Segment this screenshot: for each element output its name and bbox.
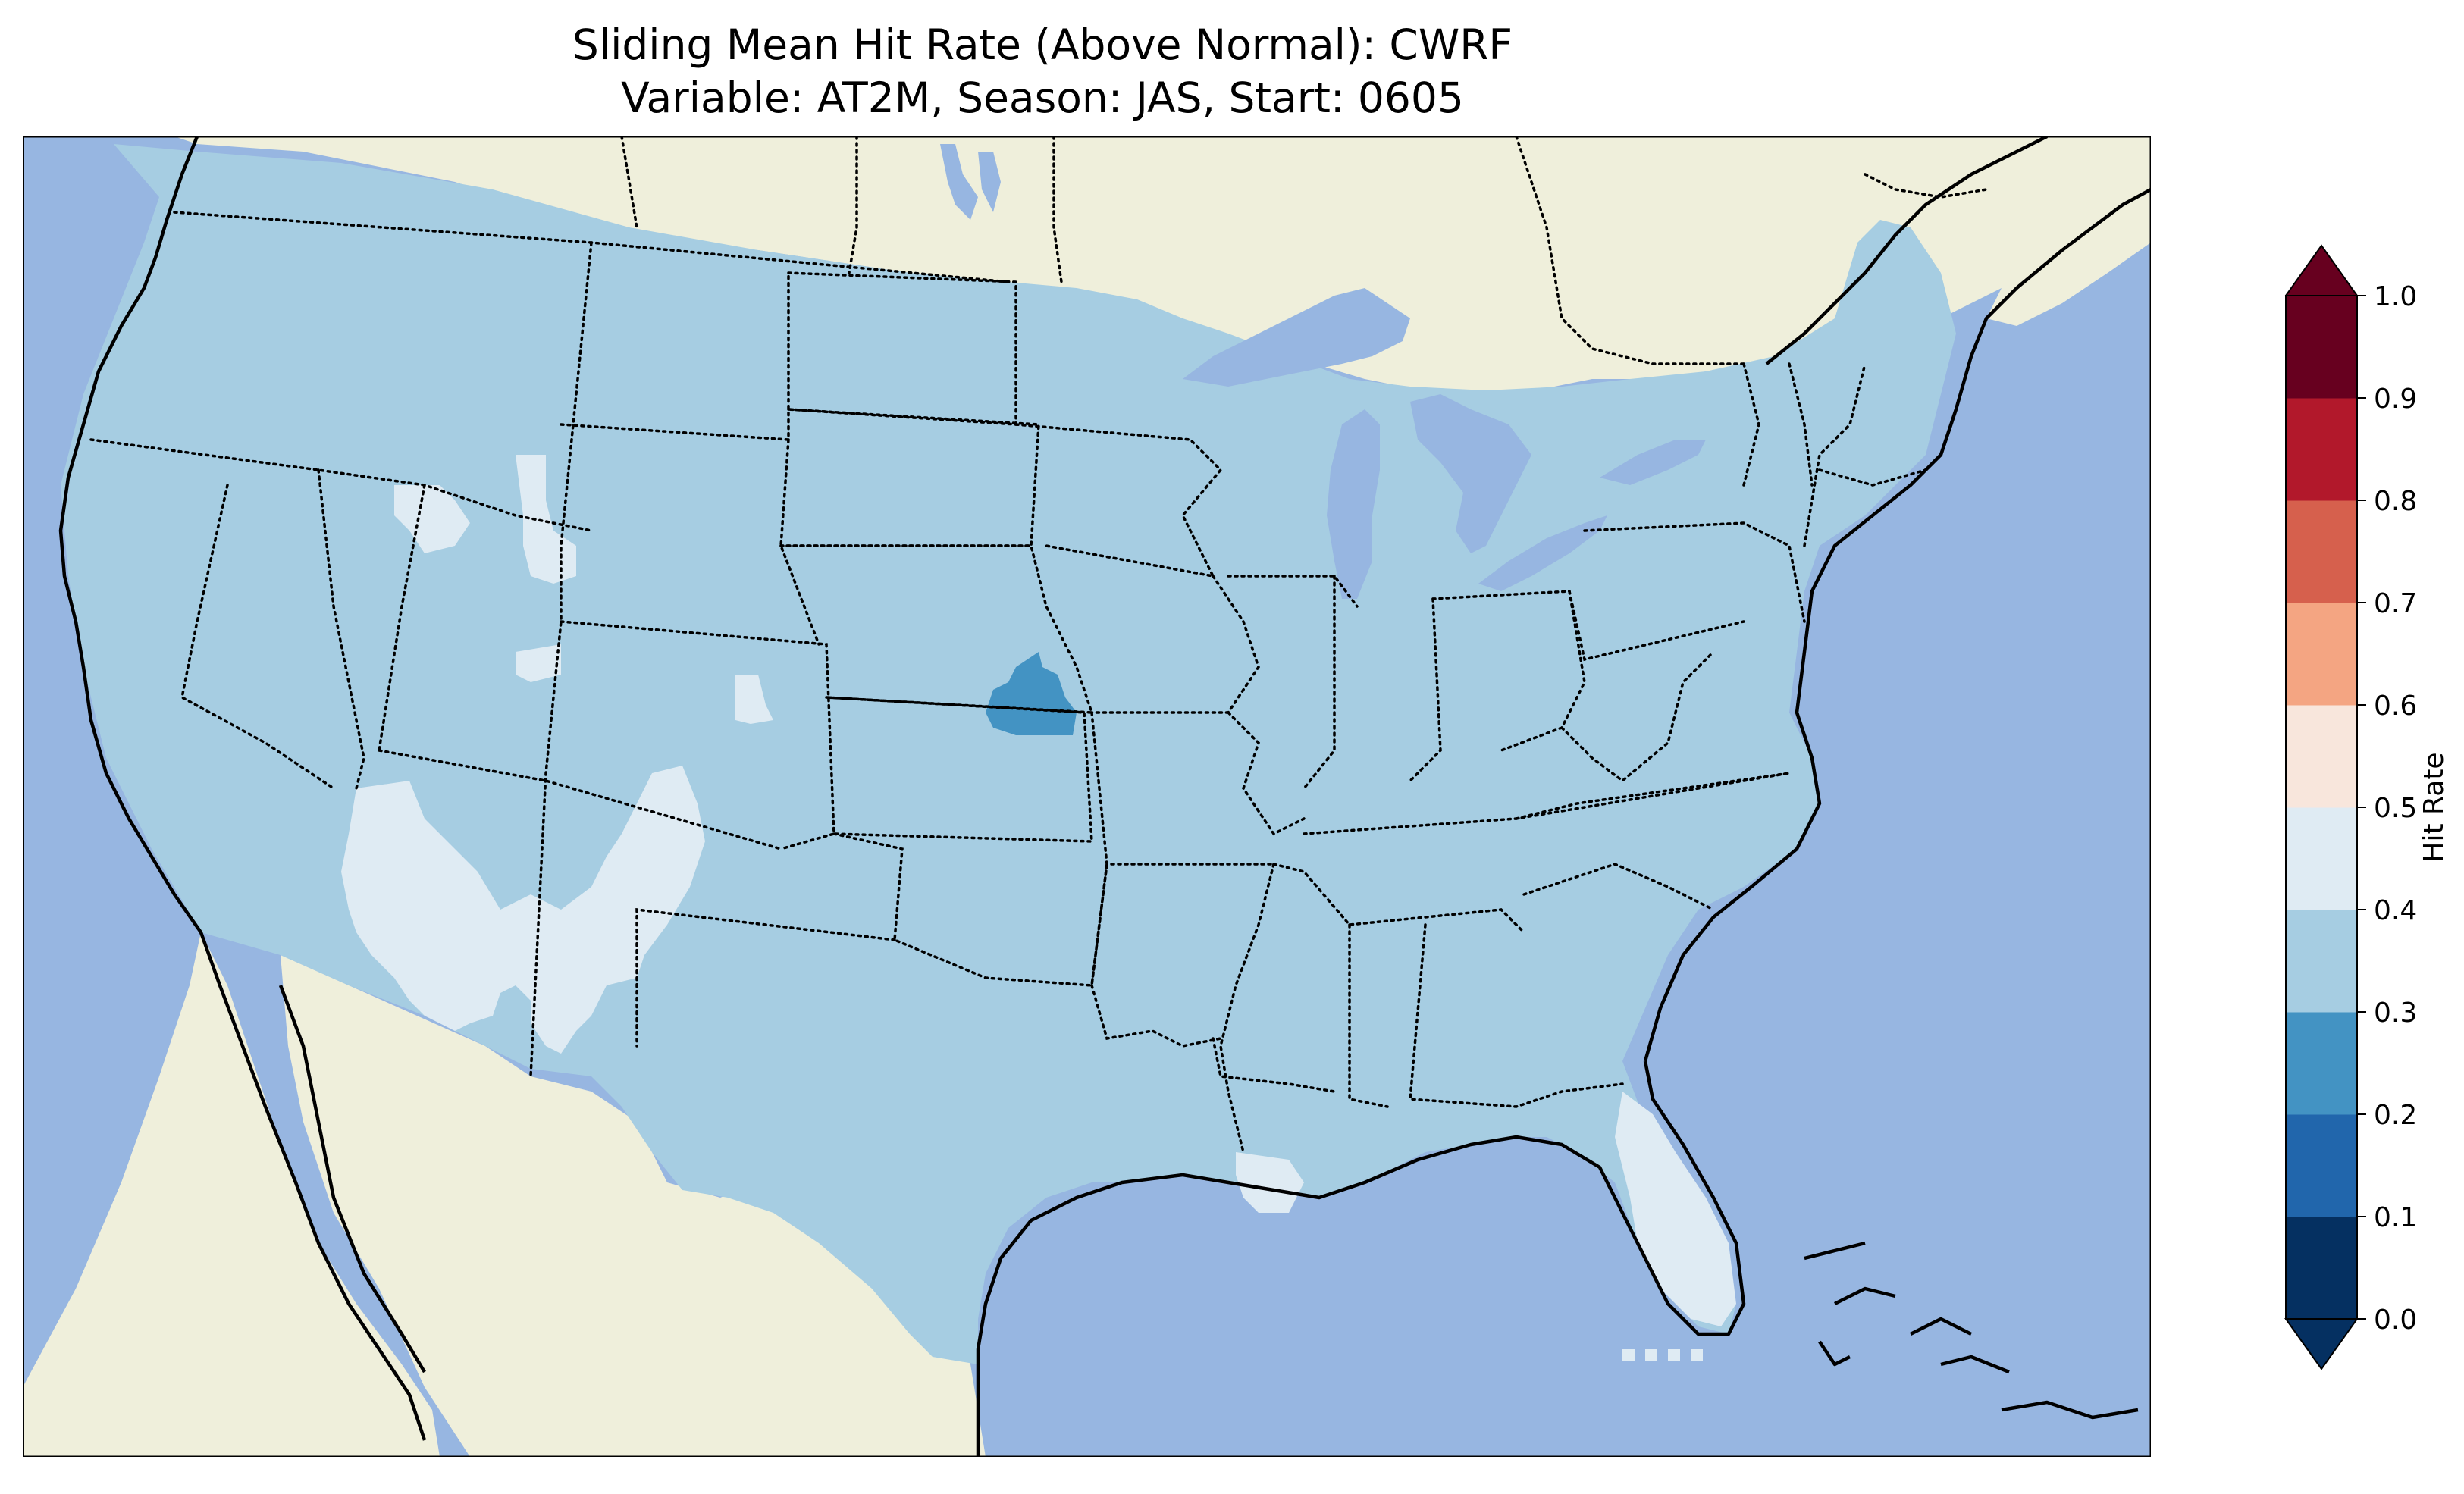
colorbar-over-triangle <box>2284 244 2359 296</box>
colorbar-bin-2 <box>2286 1012 2357 1115</box>
colorbar-ticks: 0.0 0.1 0.2 0.3 0.4 0.5 0.6 0.7 0.8 0.9 1.0 <box>2357 281 2417 1336</box>
maritime-land <box>1986 189 2151 326</box>
colorbar-tick-label: 0.7 <box>2374 588 2417 619</box>
coastline-west <box>58 136 202 934</box>
state-borders <box>89 136 1988 1154</box>
colorado-patch <box>735 675 773 724</box>
lake-winnipeg <box>940 144 978 220</box>
lake-manitoba <box>978 152 1001 212</box>
coastline-baja <box>199 932 427 1441</box>
lake-ontario <box>1600 440 1706 485</box>
colorbar-tick-label: 0.1 <box>2374 1202 2417 1233</box>
map-panel <box>23 136 2151 1457</box>
southwest-patch <box>341 766 705 1054</box>
colorbar-bin-3 <box>2286 910 2357 1013</box>
colorbar-bin-5 <box>2286 705 2357 808</box>
hit-rate-0.4-0.5-patches <box>341 455 1736 1361</box>
colorbar-tick-label: 0.3 <box>2374 998 2417 1029</box>
colorbar-tick-label: 0.8 <box>2374 486 2417 517</box>
florida-keys-dots <box>1622 1349 1703 1361</box>
lake-erie <box>1478 515 1607 591</box>
louisiana-patch <box>1236 1152 1304 1213</box>
colorbar-bin-8 <box>2286 398 2357 501</box>
colorbar-tick-label: 0.4 <box>2374 895 2417 926</box>
coastline-gulf <box>976 1060 1746 1457</box>
mexico-land <box>23 932 986 1457</box>
coastline-canada-st-lawrence <box>1765 136 2049 365</box>
colorbar-bins <box>2286 296 2357 1320</box>
colorbar-bin-7 <box>2286 500 2357 603</box>
title-line-1: Sliding Mean Hit Rate (Above Normal): CW… <box>572 20 1513 69</box>
colorbar-label: Hit Rate <box>2419 752 2450 862</box>
utah-central-patch <box>516 644 561 682</box>
colorbar-tick-label: 0.9 <box>2374 384 2417 415</box>
colorbar-bin-1 <box>2286 1114 2357 1217</box>
colorbar-bin-6 <box>2286 603 2357 706</box>
colorbar-bin-0 <box>2286 1217 2357 1320</box>
colorbar: 0.0 0.1 0.2 0.3 0.4 0.5 0.6 0.7 0.8 0.9 1.0 Hit Ra… <box>2284 244 2450 1370</box>
great-lakes <box>940 144 1706 599</box>
colorbar-tick-label: 1.0 <box>2374 281 2417 312</box>
canada-land <box>174 136 2151 394</box>
colorbar-tick-label: 0.5 <box>2374 793 2417 824</box>
hit-rate-0.2-0.3-patch-kansas <box>986 652 1077 735</box>
florida-patch <box>1615 1092 1736 1326</box>
colorbar-tick-label: 0.6 <box>2374 691 2417 722</box>
coastline-caribbean <box>1804 1241 2139 1420</box>
colorbar-tick-label: 0.0 <box>2374 1305 2417 1336</box>
lake-huron <box>1410 394 1531 553</box>
lake-superior <box>1183 288 1410 387</box>
title-line-2: Variable: AT2M, Season: JAS, Start: 0605 <box>621 74 1464 122</box>
lake-michigan <box>1327 409 1380 599</box>
idaho-patch <box>394 485 470 553</box>
colorbar-bin-9 <box>2286 296 2357 399</box>
colorbar-bin-4 <box>2286 807 2357 910</box>
colorbar-tick-label: 0.2 <box>2374 1100 2417 1131</box>
coastline-east <box>1643 188 2151 1062</box>
colorbar-under-triangle <box>2284 1318 2359 1370</box>
